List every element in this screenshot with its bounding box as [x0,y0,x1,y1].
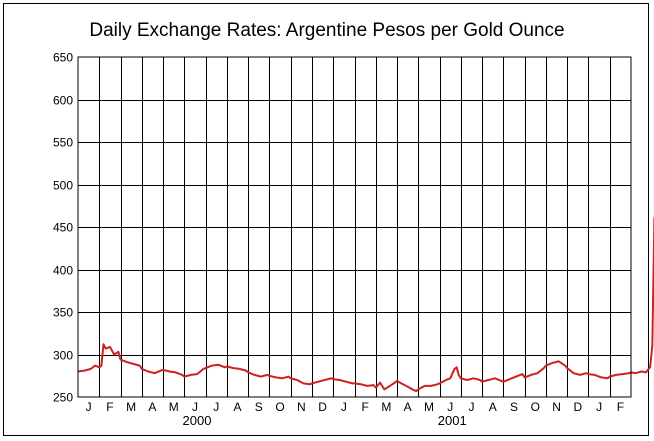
x-tick-label: M [381,400,391,414]
x-tick-label: M [126,400,136,414]
y-tick-label: 350 [53,306,73,320]
x-tick-label: A [234,400,242,414]
x-tick-label: A [404,400,412,414]
x-tick-label: M [424,400,434,414]
y-tick-label: 600 [53,94,73,108]
chart-title: Daily Exchange Rates: Argentine Pesos pe… [89,20,565,41]
y-tick-label: 650 [53,51,73,65]
x-tick-label: O [275,400,284,414]
x-tick-label: N [552,400,561,414]
x-tick-label: N [297,400,306,414]
year-label: 2000 [183,413,212,428]
y-tick-label: 300 [53,349,73,363]
x-tick-label: A [489,400,497,414]
x-tick-label: J [192,400,198,414]
x-tick-label: J [447,400,453,414]
x-tick-label: M [169,400,179,414]
x-tick-label: S [255,400,263,414]
x-tick-label: D [318,400,327,414]
x-tick-label: J [596,400,602,414]
x-tick-label: J [86,400,92,414]
x-tick-label: S [510,400,518,414]
y-tick-label: 400 [53,264,73,278]
x-tick-label: J [468,400,474,414]
x-tick-label: F [106,400,113,414]
x-tick-label: D [573,400,582,414]
x-tick-label: J [213,400,219,414]
x-tick-label: O [531,400,540,414]
y-tick-label: 450 [53,221,73,235]
series-line [77,215,654,393]
plot-border [77,56,632,398]
year-label: 2001 [438,413,467,428]
x-tick-label: J [341,400,347,414]
x-tick-label: F [617,400,624,414]
y-tick-label: 250 [53,391,73,405]
y-tick-label: 500 [53,179,73,193]
x-tick-label: A [148,400,156,414]
x-tick-label: F [361,400,368,414]
y-tick-label: 550 [53,136,73,150]
